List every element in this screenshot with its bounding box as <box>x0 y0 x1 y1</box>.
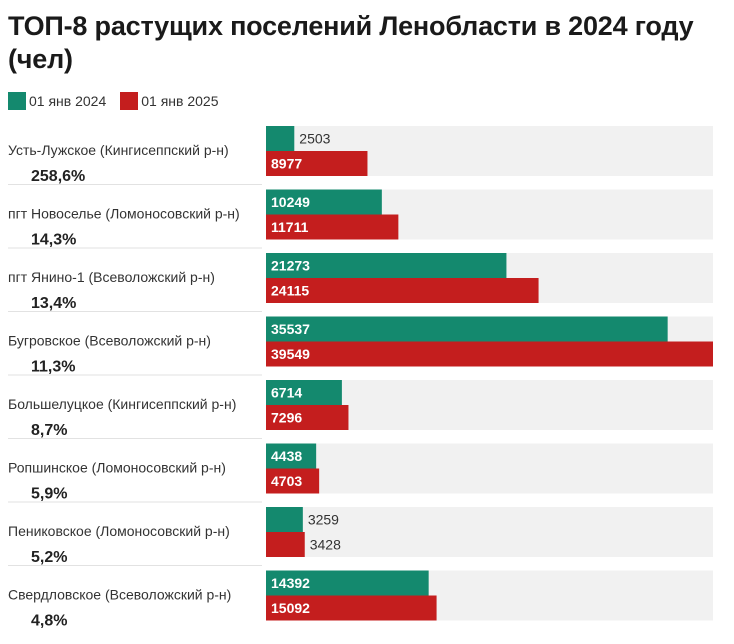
bar-2025 <box>266 595 437 621</box>
bar-value-label: 8977 <box>271 156 302 172</box>
bar-2025 <box>266 341 713 367</box>
category-label: Ропшинское (Ломоносовский р-н) <box>8 460 226 476</box>
bar-2024 <box>266 380 342 405</box>
chart-title: ТОП-8 растущих поселений Ленобласти в 20… <box>8 11 694 74</box>
growth-label: 13,4% <box>31 295 76 312</box>
bar-2025 <box>266 214 399 240</box>
category-label: пгт Новоселье (Ломоносовский р-н) <box>8 206 240 222</box>
legend: 01 янв 2024 01 янв 2025 <box>8 91 233 111</box>
bar-2024 <box>266 189 382 215</box>
bar-2025 <box>266 532 305 557</box>
bar-value-label: 24115 <box>271 283 309 299</box>
legend-swatch-2024 <box>8 92 26 110</box>
growth-label: 14,3% <box>31 232 76 249</box>
legend-swatch-2025 <box>120 92 139 110</box>
bar-2025 <box>266 468 320 494</box>
growth-label: 4,8% <box>31 613 67 630</box>
bar-value-label: 11711 <box>271 219 309 235</box>
bar-2024 <box>266 443 317 469</box>
bar-value-label: 39549 <box>271 346 310 362</box>
bar-2024 <box>266 316 668 342</box>
bar-value-label: 35537 <box>271 321 310 337</box>
bar-value-label: 4438 <box>271 448 302 464</box>
bar-value-label: 15092 <box>271 600 310 616</box>
growth-label: 5,2% <box>31 549 67 566</box>
growth-label: 258,6% <box>31 168 85 185</box>
legend-item-2024: 01 янв 2024 <box>8 92 106 110</box>
bar-2025 <box>266 278 539 303</box>
category-label: Свердловское (Всеволожский р-н) <box>8 587 231 603</box>
bar-2025 <box>266 151 368 176</box>
bar-value-label: 14392 <box>271 575 310 591</box>
bar-track <box>266 507 713 557</box>
category-label: Пениковское (Ломоносовский р-н) <box>8 523 230 539</box>
growth-label: 5,9% <box>31 486 67 503</box>
bar-2025 <box>266 405 349 430</box>
category-label: Бугровское (Всеволожский р-н) <box>8 333 211 349</box>
bar-value-label: 4703 <box>271 473 302 489</box>
bar-value-label: 7296 <box>271 410 302 426</box>
bar-2024 <box>266 507 303 532</box>
legend-label-2025: 01 янв 2025 <box>141 93 219 109</box>
bar-value-label: 6714 <box>271 385 302 401</box>
bar-value-label: 3428 <box>310 537 341 553</box>
bar-value-label: 3259 <box>308 512 339 528</box>
growth-label: 11,3% <box>31 359 75 376</box>
bar-value-label: 21273 <box>271 258 310 274</box>
growth-label: 8,7% <box>31 422 67 439</box>
legend-item-2025: 01 янв 2025 <box>120 92 219 110</box>
legend-label-2024: 01 янв 2024 <box>29 93 107 109</box>
category-label: Усть-Лужское (Кингисеппский р-н) <box>8 142 229 158</box>
bar-2024 <box>266 126 295 151</box>
bar-2024 <box>266 253 507 278</box>
bar-value-label: 10249 <box>271 194 310 210</box>
bar-track <box>266 443 713 494</box>
category-label: Большелуцкое (Кингисеппский р-н) <box>8 396 236 412</box>
category-label: пгт Янино-1 (Всеволожский р-н) <box>8 269 215 285</box>
bar-value-label: 2503 <box>299 131 330 147</box>
bar-2024 <box>266 570 429 596</box>
